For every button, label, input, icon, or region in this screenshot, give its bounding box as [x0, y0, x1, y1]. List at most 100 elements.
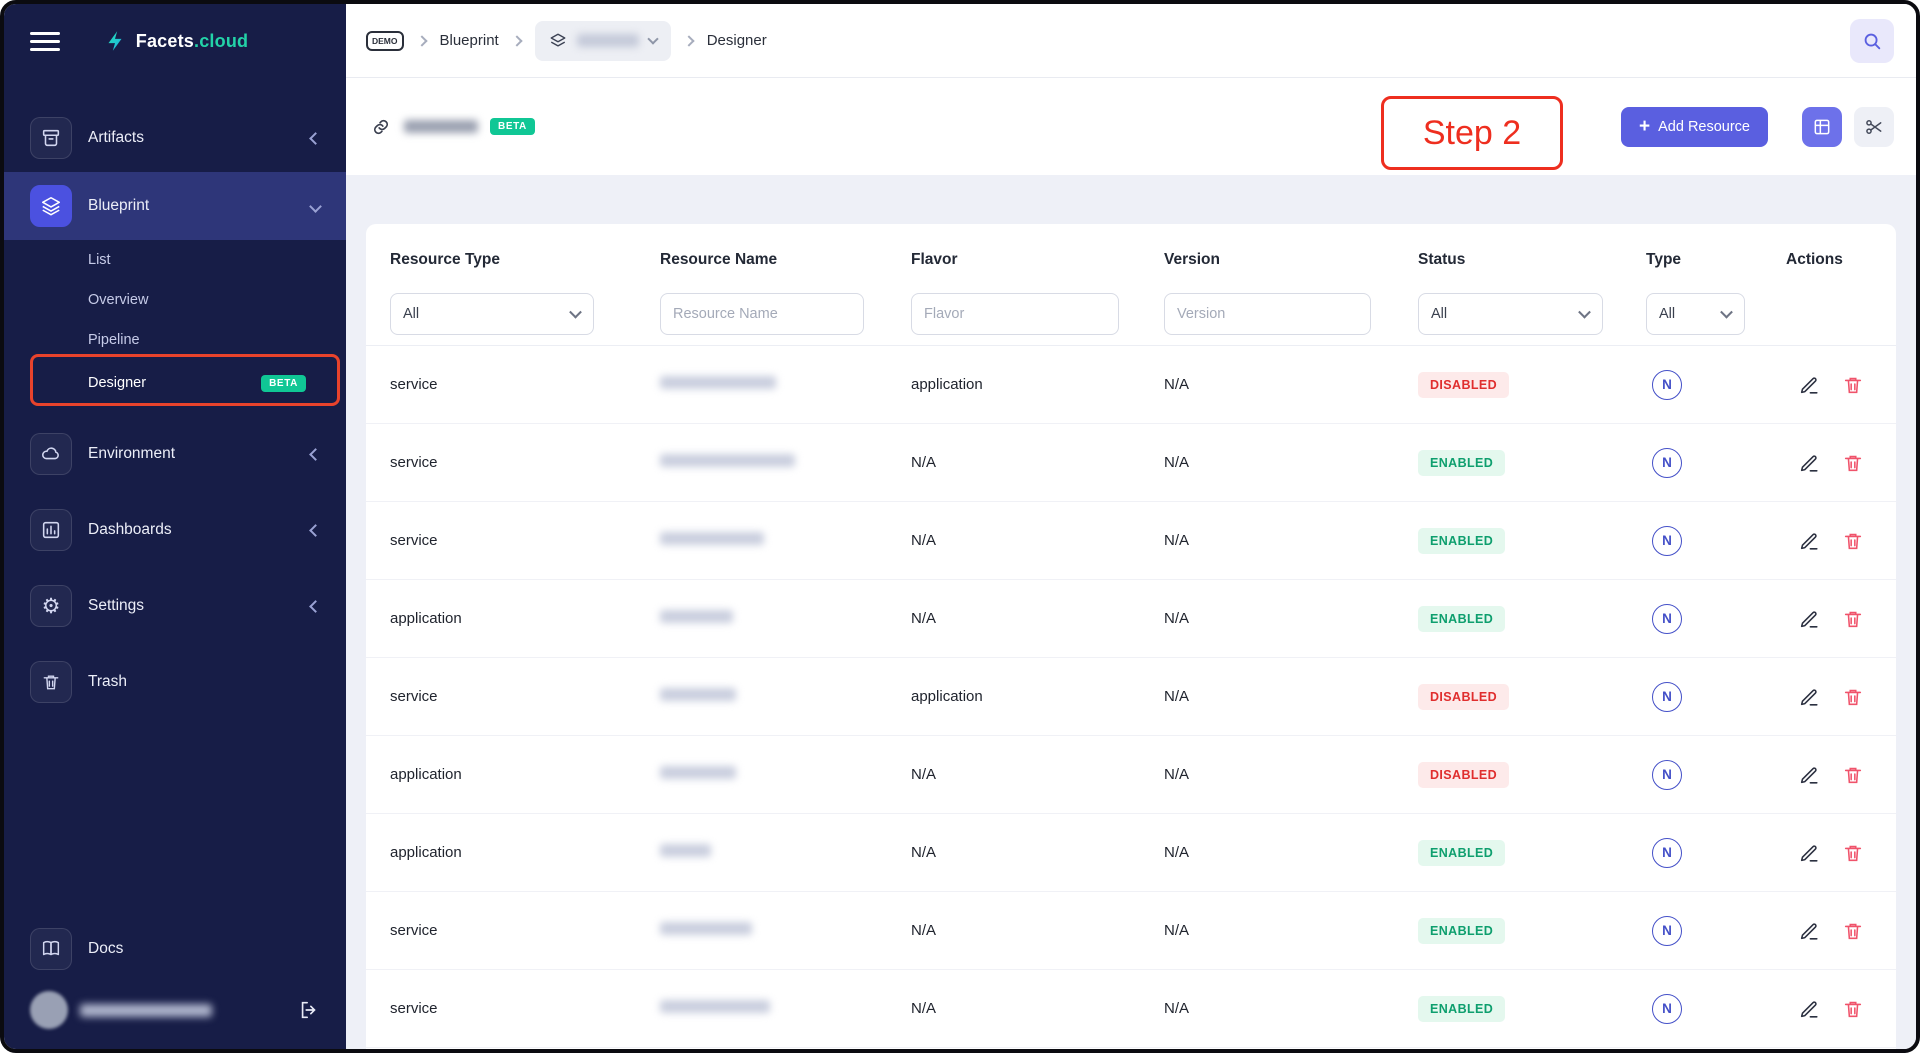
type-cell: N	[1646, 525, 1786, 556]
delete-button[interactable]	[1842, 686, 1864, 708]
hamburger-menu-button[interactable]	[30, 31, 60, 51]
resource-name-cell	[660, 1000, 911, 1017]
version-filter-input[interactable]	[1164, 292, 1371, 335]
edit-button[interactable]	[1798, 998, 1820, 1020]
actions-cell	[1786, 842, 1896, 864]
resource-name-redacted	[660, 610, 733, 623]
resource-name-cell	[660, 766, 911, 783]
resource-type-cell: service	[390, 454, 438, 471]
status-badge: ENABLED	[1418, 917, 1506, 944]
resource-type-cell: service	[390, 1000, 438, 1017]
delete-button[interactable]	[1842, 920, 1864, 942]
delete-button[interactable]	[1842, 998, 1864, 1020]
sidebar-footer: Docs	[4, 921, 346, 1049]
logout-button[interactable]	[298, 999, 320, 1021]
type-filter[interactable]: All	[1646, 292, 1745, 335]
version-cell: N/A	[1164, 376, 1190, 393]
table-view-button[interactable]	[1802, 106, 1842, 147]
sidebar-nav: Artifacts Blueprint List Overview	[4, 78, 346, 921]
status-cell: ENABLED	[1418, 839, 1646, 866]
delete-button[interactable]	[1842, 374, 1864, 396]
sidebar-item-environment[interactable]: Environment	[4, 416, 346, 492]
sidebar-item-label: Trash	[88, 673, 128, 690]
type-badge: N	[1652, 993, 1682, 1024]
sidebar-item-artifacts[interactable]: Artifacts	[4, 104, 346, 172]
user-profile[interactable]	[4, 977, 346, 1043]
subitem-label: List	[88, 252, 111, 268]
status-cell: ENABLED	[1418, 995, 1646, 1022]
resource-type-cell: application	[390, 766, 462, 783]
type-badge: N	[1652, 759, 1682, 790]
edit-button[interactable]	[1798, 764, 1820, 786]
delete-button[interactable]	[1842, 452, 1864, 474]
edit-button[interactable]	[1798, 452, 1820, 474]
breadcrumb-blueprint[interactable]: Blueprint	[439, 32, 499, 49]
brand-logo: Facets.cloud	[102, 28, 248, 54]
add-resource-button[interactable]: + Add Resource	[1621, 106, 1768, 147]
edit-button[interactable]	[1798, 686, 1820, 708]
delete-button[interactable]	[1842, 608, 1864, 630]
plus-icon: +	[1639, 116, 1651, 137]
delete-button[interactable]	[1842, 764, 1864, 786]
breadcrumb: DEMO Blueprint Designer	[366, 20, 767, 61]
flavor-cell: N/A	[911, 532, 937, 549]
delete-button[interactable]	[1842, 842, 1864, 864]
status-cell: DISABLED	[1418, 371, 1646, 398]
table-icon	[1814, 119, 1830, 134]
actions-cell	[1786, 608, 1896, 630]
status-filter[interactable]: All	[1418, 292, 1603, 335]
resource-type-cell: service	[390, 532, 438, 549]
trash-icon	[1844, 689, 1862, 705]
type-cell: N	[1646, 603, 1786, 634]
sidebar-item-blueprint[interactable]: Blueprint	[4, 172, 346, 240]
flavor-cell: N/A	[911, 844, 937, 861]
brand-name: Facets.cloud	[135, 30, 249, 51]
trash-icon	[1844, 845, 1862, 861]
sidebar: Facets.cloud Artifacts	[4, 4, 346, 1049]
flavor-cell: N/A	[911, 610, 937, 627]
pencil-icon	[1800, 844, 1818, 862]
type-cell: N	[1646, 447, 1786, 478]
sidebar-subitem-designer[interactable]: Designer BETA	[4, 360, 346, 406]
sidebar-subitem-pipeline[interactable]: Pipeline	[4, 320, 346, 360]
search-icon	[1864, 33, 1881, 49]
resource-name-cell	[660, 922, 911, 939]
sidebar-item-docs[interactable]: Docs	[4, 921, 346, 977]
beta-badge: BETA	[490, 118, 535, 135]
pencil-icon	[1800, 922, 1818, 940]
resource-name-redacted	[660, 454, 795, 467]
resource-type-filter[interactable]: All	[390, 292, 594, 335]
gear-icon: ⚙	[30, 585, 72, 627]
delete-button[interactable]	[1842, 530, 1864, 552]
edit-button[interactable]	[1798, 374, 1820, 396]
trash-icon	[1844, 455, 1862, 471]
type-badge: N	[1652, 837, 1682, 868]
status-cell: ENABLED	[1418, 449, 1646, 476]
edit-button[interactable]	[1798, 608, 1820, 630]
search-button[interactable]	[1850, 18, 1894, 63]
sidebar-subitem-list[interactable]: List	[4, 240, 346, 280]
version-cell: N/A	[1164, 922, 1190, 939]
sidebar-item-trash[interactable]: Trash	[4, 644, 346, 720]
status-badge: ENABLED	[1418, 605, 1506, 632]
sidebar-subitem-overview[interactable]: Overview	[4, 280, 346, 320]
edit-button[interactable]	[1798, 842, 1820, 864]
flavor-filter-input[interactable]	[911, 292, 1119, 335]
environment-cloud-icon	[30, 433, 72, 475]
resource-name-filter-input[interactable]	[660, 292, 864, 335]
sidebar-item-label: Settings	[88, 597, 145, 614]
trash-icon	[1844, 533, 1862, 549]
table-row: service N/A N/A ENABLED N	[366, 970, 1896, 1048]
sidebar-item-settings[interactable]: ⚙ Settings	[4, 568, 346, 644]
subitem-label: Designer	[88, 375, 147, 391]
edit-button[interactable]	[1798, 530, 1820, 552]
actions-cell	[1786, 998, 1896, 1020]
flow-view-button[interactable]	[1854, 106, 1894, 147]
type-badge: N	[1652, 681, 1682, 712]
blueprint-selector-dropdown[interactable]	[534, 20, 671, 61]
table-body: service application N/A DISABLED N servi	[366, 346, 1896, 1048]
topbar: DEMO Blueprint Designer	[346, 4, 1916, 78]
sidebar-item-dashboards[interactable]: Dashboards	[4, 492, 346, 568]
edit-button[interactable]	[1798, 920, 1820, 942]
actions-cell	[1786, 374, 1896, 396]
